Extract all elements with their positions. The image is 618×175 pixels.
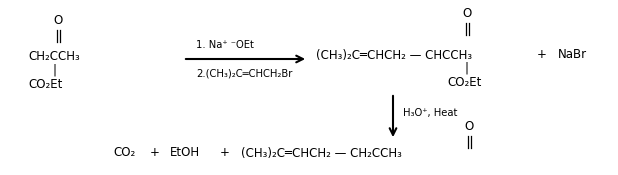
Text: +: + (220, 146, 230, 159)
Text: H₃O⁺, Heat: H₃O⁺, Heat (403, 108, 457, 118)
Text: CO₂: CO₂ (113, 146, 135, 159)
Text: O: O (462, 7, 472, 20)
Text: |: | (52, 64, 56, 76)
Text: 2.(CH₃)₂C═CHCH₂Br: 2.(CH₃)₂C═CHCH₂Br (196, 68, 292, 78)
Text: NaBr: NaBr (558, 48, 587, 61)
Text: +: + (537, 48, 547, 61)
Text: CO₂Et: CO₂Et (447, 75, 481, 89)
Text: CH₂CCH₃: CH₂CCH₃ (28, 51, 80, 64)
Text: +: + (150, 146, 160, 159)
Text: EtOH: EtOH (170, 146, 200, 159)
Text: 1. Na⁺ ⁻OEt: 1. Na⁺ ⁻OEt (196, 40, 254, 50)
Text: O: O (53, 14, 62, 27)
Text: (CH₃)₂C═CHCH₂ — CH₂CCH₃: (CH₃)₂C═CHCH₂ — CH₂CCH₃ (241, 146, 402, 159)
Text: O: O (464, 120, 473, 133)
Text: |: | (465, 61, 469, 75)
Text: (CH₃)₂C═CHCH₂ — CHCCH₃: (CH₃)₂C═CHCH₂ — CHCCH₃ (316, 48, 472, 61)
Text: CO₂Et: CO₂Et (28, 79, 62, 92)
